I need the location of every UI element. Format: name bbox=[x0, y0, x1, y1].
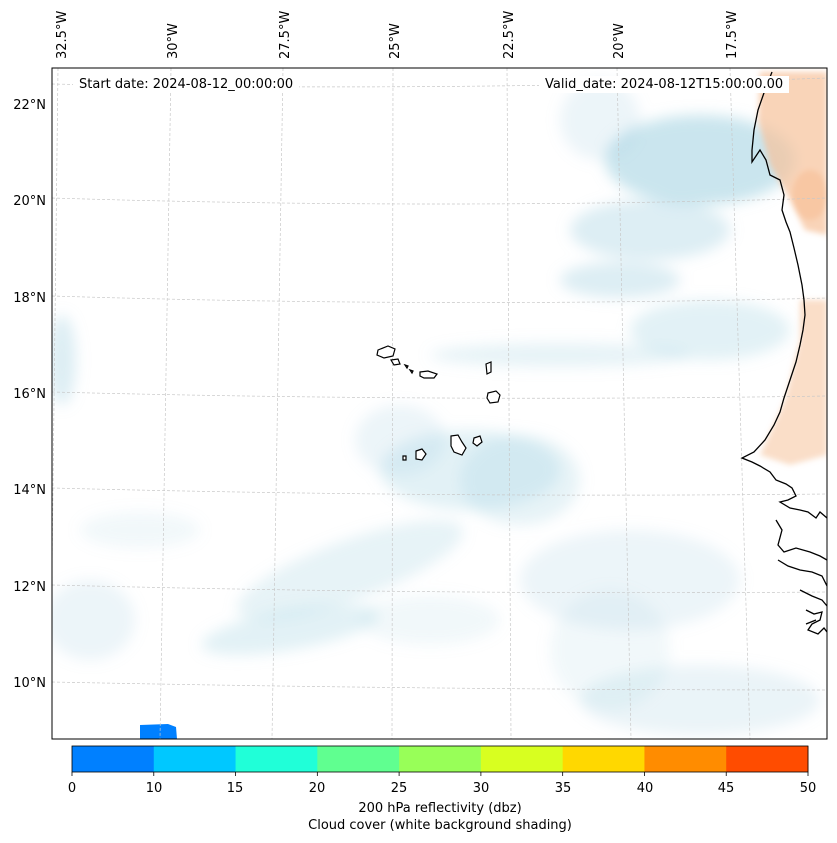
colorbar-frame bbox=[71, 745, 809, 773]
colorbar-segment bbox=[72, 746, 155, 772]
cloud-cover-shading bbox=[52, 80, 820, 735]
colorbar-tick-label: 15 bbox=[226, 781, 244, 796]
colorbar-tick-label: 50 bbox=[799, 781, 817, 796]
coastlines bbox=[740, 71, 827, 635]
colorbar-segment bbox=[235, 746, 318, 772]
latitude-label: 12°N bbox=[13, 580, 46, 595]
colorbar-segment bbox=[399, 746, 482, 772]
reflectivity-patch bbox=[140, 724, 177, 739]
longitude-label: 25°W bbox=[388, 23, 403, 59]
colorbar-tick-label: 35 bbox=[554, 781, 572, 796]
colorbar-segment bbox=[153, 746, 237, 772]
map-frame bbox=[51, 67, 828, 740]
latitude-label: 20°N bbox=[13, 194, 46, 209]
warm-shading bbox=[758, 72, 827, 465]
latitude-label: 14°N bbox=[13, 483, 46, 498]
longitude-label: 32.5°W bbox=[55, 10, 70, 59]
latitude-label: 18°N bbox=[13, 291, 46, 306]
colorbar-segment bbox=[562, 746, 645, 772]
colorbar-tick-label: 25 bbox=[390, 781, 408, 796]
valid-date-label: Valid_date: 2024-08-12T15:00:00.00 bbox=[539, 76, 790, 93]
colorbar bbox=[71, 746, 809, 776]
colorbar-segment bbox=[480, 746, 564, 772]
longitude-label: 20°W bbox=[612, 23, 627, 59]
longitude-label: 17.5°W bbox=[725, 10, 740, 59]
africa-coastline bbox=[740, 71, 827, 519]
colorbar-tick-label: 30 bbox=[472, 781, 490, 796]
latitude-label: 10°N bbox=[13, 676, 46, 691]
longitude-label: 30°W bbox=[166, 23, 181, 59]
colorbar-segment bbox=[644, 746, 727, 772]
colorbar-segment bbox=[317, 746, 400, 772]
islands bbox=[376, 345, 501, 461]
start-date-label: Start date: 2024-08-12_00:00:00 bbox=[73, 76, 300, 93]
colorbar-segment bbox=[726, 746, 809, 772]
colorbar-tick-label: 20 bbox=[308, 781, 326, 796]
colorbar-label: 200 hPa reflectivity (dbz) bbox=[358, 801, 522, 816]
longitude-label: 27.5°W bbox=[278, 10, 293, 59]
latitude-label: 16°N bbox=[13, 387, 46, 402]
colorbar-tick-label: 40 bbox=[636, 781, 654, 796]
colorbar-tick-label: 0 bbox=[67, 781, 77, 796]
colorbar-tick-label: 10 bbox=[145, 781, 163, 796]
longitude-label: 22.5°W bbox=[502, 10, 517, 59]
colorbar-tick-label: 45 bbox=[717, 781, 735, 796]
colorbar-sublabel: Cloud cover (white background shading) bbox=[308, 818, 572, 833]
latitude-label: 22°N bbox=[13, 98, 46, 113]
